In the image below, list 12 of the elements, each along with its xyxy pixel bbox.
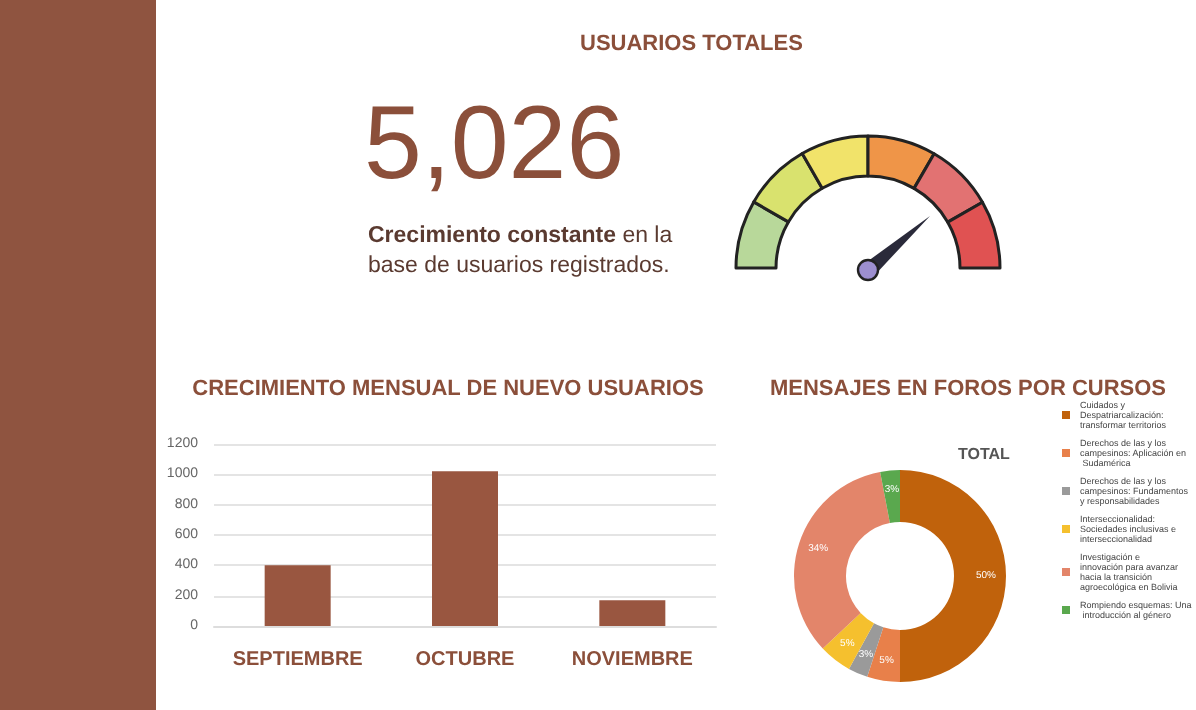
text: TOTAL [958, 445, 1011, 463]
x-tick-label: NOVIEMBRE [571, 649, 694, 671]
bar [264, 565, 331, 626]
text: 5,026 [364, 86, 625, 202]
x-tick-label: OCTUBRE [415, 649, 516, 671]
x-tick-label: SEPTIEMBRE [232, 649, 364, 671]
bar [432, 471, 498, 626]
text: USUARIOS TOTALES [580, 32, 803, 56]
text: Crecimiento constante [368, 224, 616, 248]
chart-title: CRECIMIENTO MENSUAL DE NUEVO USUARIOS [192, 377, 704, 401]
bar [599, 600, 666, 626]
chart-title: MENSAJES EN FOROS POR CURSOS [769, 377, 1167, 401]
